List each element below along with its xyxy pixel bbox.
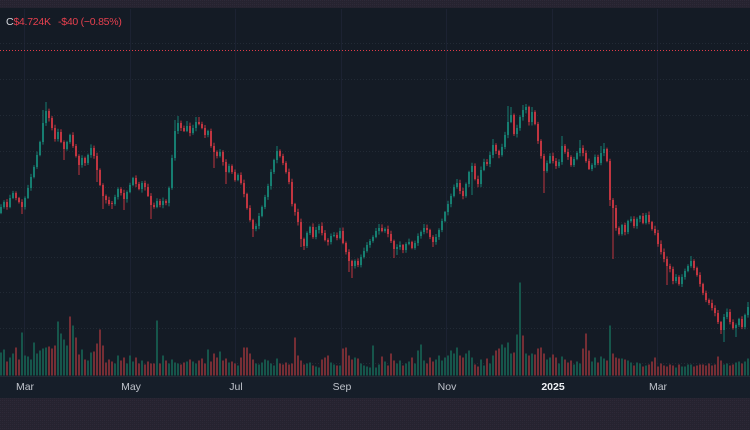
svg-text:C$4.724K-$40 (−0.85%): C$4.724K -$40 (−0.85%) <box>6 16 122 28</box>
svg-text:Sep: Sep <box>333 381 352 393</box>
svg-text:Mar: Mar <box>16 381 35 393</box>
svg-text:Nov: Nov <box>438 381 457 393</box>
svg-text:May: May <box>121 381 142 393</box>
svg-text:Jul: Jul <box>229 381 242 393</box>
svg-text:2025: 2025 <box>541 381 565 393</box>
svg-text:Mar: Mar <box>649 381 668 393</box>
